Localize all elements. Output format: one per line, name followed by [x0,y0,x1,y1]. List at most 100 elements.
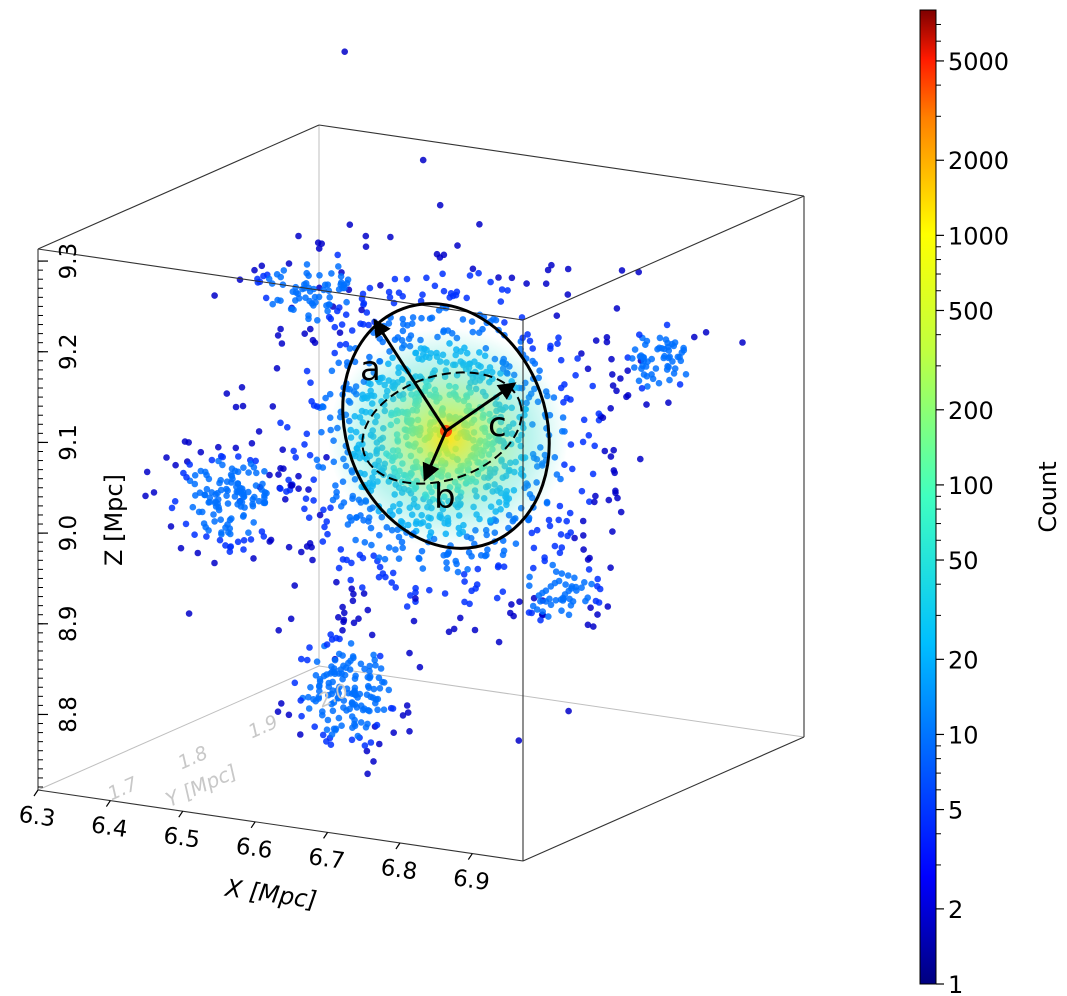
density-point [409,314,417,321]
density-point [590,623,597,630]
density-point [217,452,225,460]
density-point [354,694,361,701]
density-point [516,598,523,605]
density-point [297,731,304,738]
density-point [275,471,282,478]
density-point [359,554,367,562]
density-point [237,484,244,492]
density-point [306,288,314,295]
density-point [644,358,651,366]
density-point [290,447,298,455]
density-point [360,301,367,309]
colorbar-gradient [919,9,937,985]
density-point [419,565,427,572]
density-point [245,469,252,476]
density-point [464,566,471,573]
density-point [309,556,316,564]
x-tick [250,821,256,829]
density-point [368,631,376,639]
density-point [416,555,423,563]
density-point [297,697,305,704]
density-point [607,405,614,412]
density-point [468,553,475,560]
density-point [439,270,446,278]
x-tick [178,810,184,818]
density-point [319,538,327,545]
density-point [295,485,302,493]
density-point [320,672,328,680]
colorbar-tick-label: 200 [948,397,994,425]
colorbar-tick-label: 5 [948,797,963,825]
density-point [353,704,361,711]
density-point [595,599,603,606]
density-point [350,619,358,627]
density-point [303,261,311,268]
density-point [574,355,581,362]
density-point [315,683,323,690]
density-point [143,468,151,476]
density-point [310,402,318,409]
density-point [500,563,508,570]
density-point [329,707,337,715]
density-point [327,741,335,748]
x-axis: 6.3 6.4 6.5 6.6 6.7 6.8 6.9 [17,789,491,896]
density-point [604,603,612,610]
arrow-c [445,382,517,433]
density-point [366,707,373,715]
density-point [526,337,534,345]
density-point [208,456,216,464]
density-point [334,251,342,259]
density-point [580,532,587,539]
density-point [172,461,179,469]
density-point [307,684,314,691]
density-point [452,557,460,565]
density-point [348,517,355,524]
density-point [316,272,323,279]
density-point [533,526,541,534]
density-point [313,456,321,464]
density-point [335,359,343,367]
density-point [640,371,648,378]
density-point [325,313,333,321]
density-point [454,242,461,249]
density-point [572,372,579,379]
density-point [403,603,411,610]
colorbar: 1 2 5 10 20 50 100 200 500 1000 2000 5000 Count [919,9,1062,996]
density-point [142,492,149,500]
density-point [377,665,385,672]
density-point [591,442,598,450]
density-point [469,265,477,273]
density-point [554,340,561,348]
density-point [323,518,331,525]
density-point [347,640,355,647]
density-point [387,704,395,712]
density-point [510,612,517,620]
density-point [150,489,158,496]
density-point [323,641,331,648]
density-point [240,464,247,472]
density-point [292,454,300,461]
density-point [525,609,533,616]
density-point [324,530,331,538]
density-point [450,625,458,633]
density-point [274,332,282,339]
density-point [571,534,578,542]
density-point [228,472,236,480]
density-point [499,551,507,559]
density-point [275,627,283,634]
density-point [518,314,526,321]
density-point [487,278,494,286]
density-point [288,482,296,489]
label-a: a [360,349,381,389]
density-point [528,529,536,537]
density-point [254,279,262,286]
density-point [345,689,352,697]
density-point [338,670,346,677]
density-point [495,638,503,646]
density-point [205,527,212,534]
density-point [303,367,311,375]
density-point [347,576,355,584]
density-point [367,739,375,746]
density-point [490,315,497,323]
density-point [680,344,687,352]
